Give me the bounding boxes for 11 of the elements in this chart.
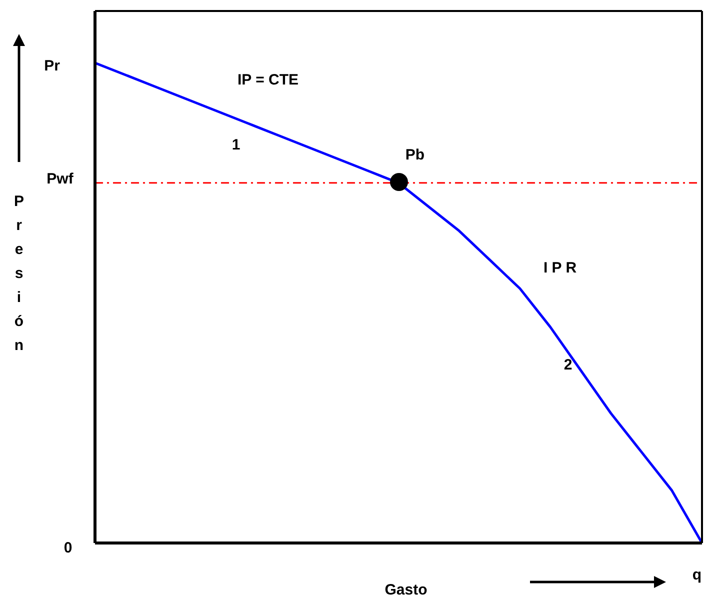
- text: q: [692, 566, 702, 584]
- text: Pr: [44, 58, 60, 74]
- y-axis-title: Presión: [12, 192, 25, 356]
- annotation: Pb: [405, 146, 425, 164]
- annotation: 1: [232, 136, 240, 154]
- annotation: IP = CTE: [238, 72, 298, 88]
- annotation: 2: [564, 356, 572, 374]
- x-axis-title: Gasto: [384, 582, 428, 598]
- annotation: I P R: [543, 260, 577, 276]
- text: 0: [64, 540, 72, 556]
- ref-line-label: Pwf: [46, 170, 74, 188]
